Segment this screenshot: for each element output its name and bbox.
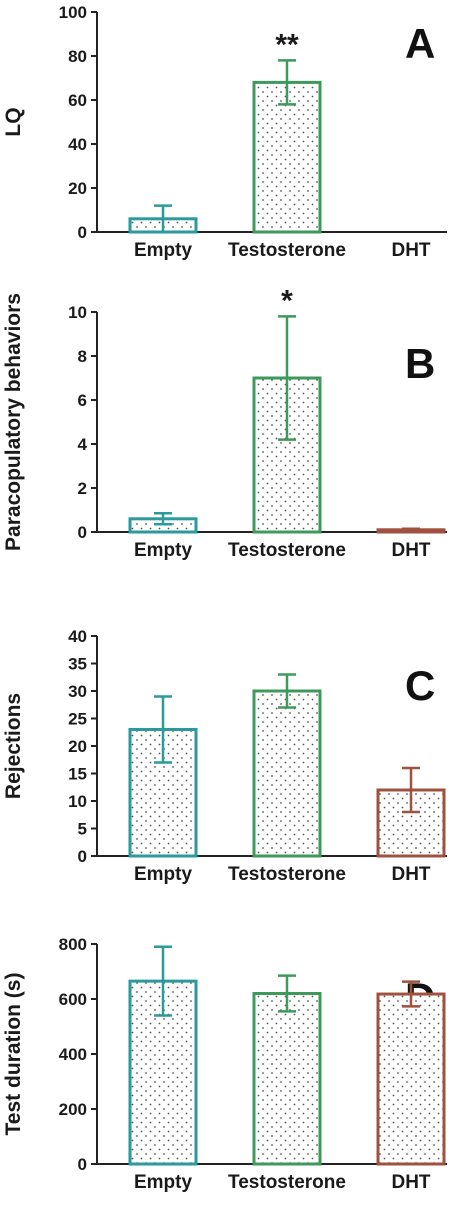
y-tick-label: 2 — [78, 479, 87, 498]
y-tick-label: 30 — [68, 682, 87, 701]
y-axis-label: Test duration (s) — [2, 973, 25, 1136]
panel-b: 0 2 4 6 8 10 Paracopulatory behaviors B Empty Tes… — [2, 284, 447, 561]
y-tick-label: 0 — [78, 847, 87, 866]
y-tick-label: 10 — [68, 792, 87, 811]
bar-testosterone — [252, 689, 322, 858]
y-tick-label: 60 — [68, 91, 87, 110]
y-tick-label: 800 — [59, 935, 87, 954]
y-axis-label: Rejections — [2, 693, 25, 799]
y-tick-label: 0 — [78, 1155, 87, 1174]
panel-letter: A — [405, 20, 435, 67]
significance-marker: * — [281, 284, 293, 317]
y-tick-label: 0 — [78, 223, 87, 242]
category-label: Empty — [134, 540, 193, 561]
y-tick-label: 200 — [59, 1100, 87, 1119]
y-tick-label: 5 — [78, 820, 87, 839]
category-label: Testosterone — [228, 240, 346, 261]
bar-testosterone — [252, 80, 322, 234]
y-axis-label: Paracopulatory behaviors — [2, 293, 25, 551]
category-label: DHT — [391, 240, 430, 261]
bar-testosterone — [252, 992, 322, 1166]
category-label: Testosterone — [228, 540, 346, 561]
bar-dht — [376, 992, 446, 1166]
significance-marker: ** — [275, 28, 299, 61]
panel-letter: B — [405, 340, 435, 387]
y-tick-label: 4 — [78, 435, 88, 454]
y-tick-label: 15 — [68, 765, 87, 784]
y-tick-label: 20 — [68, 179, 87, 198]
y-tick-label: 400 — [59, 1045, 87, 1064]
category-label: Testosterone — [228, 1172, 346, 1193]
category-label: Empty — [134, 1172, 193, 1193]
category-label: DHT — [391, 864, 430, 885]
y-tick-label: 20 — [68, 737, 87, 756]
y-tick-label: 600 — [59, 990, 87, 1009]
y-tick-label: 100 — [59, 3, 87, 22]
category-label: Empty — [134, 864, 193, 885]
y-tick-label: 0 — [78, 523, 87, 542]
y-tick-label: 40 — [68, 627, 87, 646]
y-tick-label: 6 — [78, 391, 87, 410]
y-tick-label: 40 — [68, 135, 87, 154]
y-tick-label: 80 — [68, 47, 87, 66]
y-axis-label: LQ — [2, 107, 25, 136]
y-tick-label: 10 — [68, 303, 87, 322]
category-label: DHT — [391, 1172, 430, 1193]
category-label: Empty — [134, 240, 193, 261]
panel-c: 0 5 10 15 20 25 30 35 40 Rejections C Empty Testoste… — [2, 627, 447, 885]
y-tick-label: 8 — [78, 347, 87, 366]
y-tick-label: 25 — [68, 710, 87, 729]
panel-letter: C — [405, 662, 435, 709]
category-label: DHT — [391, 540, 430, 561]
category-label: Testosterone — [228, 864, 346, 885]
y-tick-label: 35 — [68, 655, 87, 674]
panel-a: 0 20 40 60 80 100 LQ A Empty Testosterone DHT ** — [2, 3, 447, 261]
